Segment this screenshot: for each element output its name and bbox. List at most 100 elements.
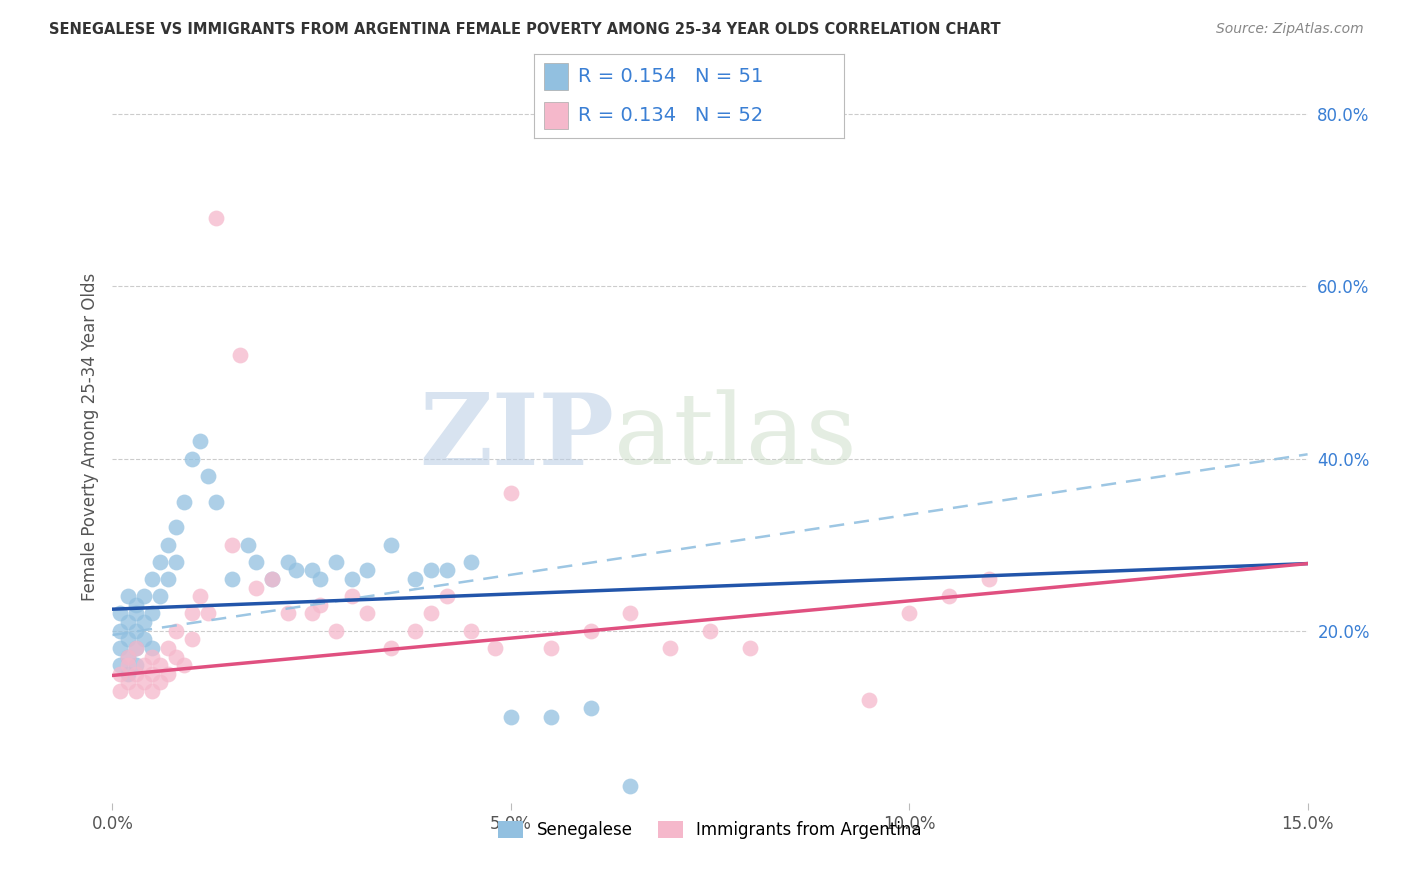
Senegalese	[157, 538, 180, 552]
Senegalese	[125, 598, 148, 612]
Senegalese	[380, 538, 402, 552]
Legend: Senegalese, Immigrants from Argentina: Senegalese, Immigrants from Argentina	[492, 814, 928, 846]
Senegalese	[125, 640, 148, 655]
Senegalese	[499, 710, 522, 724]
Immigrants from Argentina	[659, 640, 682, 655]
Senegalese	[308, 572, 330, 586]
Immigrants from Argentina	[260, 572, 283, 586]
Senegalese	[173, 494, 195, 508]
Senegalese	[141, 640, 163, 655]
Immigrants from Argentina	[977, 572, 1000, 586]
Senegalese	[619, 779, 641, 793]
Immigrants from Argentina	[738, 640, 761, 655]
Senegalese	[301, 564, 323, 578]
Immigrants from Argentina	[141, 684, 163, 698]
Senegalese	[110, 624, 132, 638]
Immigrants from Argentina	[540, 640, 562, 655]
Senegalese	[117, 615, 139, 629]
Immigrants from Argentina	[436, 589, 458, 603]
Senegalese	[134, 589, 156, 603]
Senegalese	[141, 572, 163, 586]
Immigrants from Argentina	[134, 675, 156, 690]
Senegalese	[125, 624, 148, 638]
Immigrants from Argentina	[484, 640, 506, 655]
Immigrants from Argentina	[356, 607, 378, 621]
Senegalese	[181, 451, 204, 466]
Immigrants from Argentina	[460, 624, 482, 638]
Immigrants from Argentina	[149, 658, 172, 673]
Senegalese	[134, 632, 156, 647]
Immigrants from Argentina	[134, 658, 156, 673]
Senegalese	[436, 564, 458, 578]
Senegalese	[404, 572, 426, 586]
Immigrants from Argentina	[380, 640, 402, 655]
Immigrants from Argentina	[420, 607, 443, 621]
Immigrants from Argentina	[277, 607, 299, 621]
Immigrants from Argentina	[125, 640, 148, 655]
Immigrants from Argentina	[125, 666, 148, 681]
Immigrants from Argentina	[117, 658, 139, 673]
Senegalese	[188, 434, 211, 449]
Text: atlas: atlas	[614, 389, 858, 485]
Senegalese	[260, 572, 283, 586]
Immigrants from Argentina	[301, 607, 323, 621]
Senegalese	[340, 572, 363, 586]
Immigrants from Argentina	[579, 624, 602, 638]
Senegalese	[205, 494, 228, 508]
Immigrants from Argentina	[117, 675, 139, 690]
Immigrants from Argentina	[157, 640, 180, 655]
Senegalese	[197, 468, 219, 483]
Senegalese	[149, 589, 172, 603]
Senegalese	[117, 649, 139, 664]
Text: SENEGALESE VS IMMIGRANTS FROM ARGENTINA FEMALE POVERTY AMONG 25-34 YEAR OLDS COR: SENEGALESE VS IMMIGRANTS FROM ARGENTINA …	[49, 22, 1001, 37]
Senegalese	[125, 607, 148, 621]
Senegalese	[221, 572, 243, 586]
Immigrants from Argentina	[141, 666, 163, 681]
Immigrants from Argentina	[699, 624, 721, 638]
Immigrants from Argentina	[858, 692, 880, 706]
Immigrants from Argentina	[117, 649, 139, 664]
Immigrants from Argentina	[188, 589, 211, 603]
Senegalese	[420, 564, 443, 578]
Immigrants from Argentina	[221, 538, 243, 552]
Bar	[544, 102, 568, 129]
Immigrants from Argentina	[173, 658, 195, 673]
Senegalese	[236, 538, 259, 552]
Senegalese	[460, 555, 482, 569]
Immigrants from Argentina	[938, 589, 960, 603]
Immigrants from Argentina	[141, 649, 163, 664]
Senegalese	[110, 607, 132, 621]
Senegalese	[356, 564, 378, 578]
Immigrants from Argentina	[325, 624, 347, 638]
Immigrants from Argentina	[165, 624, 187, 638]
Text: ZIP: ZIP	[419, 389, 614, 485]
Text: Source: ZipAtlas.com: Source: ZipAtlas.com	[1216, 22, 1364, 37]
Immigrants from Argentina	[110, 666, 132, 681]
Immigrants from Argentina	[165, 649, 187, 664]
Senegalese	[117, 632, 139, 647]
Immigrants from Argentina	[340, 589, 363, 603]
Text: R = 0.154   N = 51: R = 0.154 N = 51	[578, 67, 763, 86]
Senegalese	[165, 520, 187, 534]
Senegalese	[579, 701, 602, 715]
Senegalese	[110, 640, 132, 655]
Senegalese	[284, 564, 307, 578]
Immigrants from Argentina	[229, 348, 252, 362]
Senegalese	[141, 607, 163, 621]
Senegalese	[277, 555, 299, 569]
Senegalese	[245, 555, 267, 569]
Immigrants from Argentina	[308, 598, 330, 612]
Senegalese	[117, 666, 139, 681]
Immigrants from Argentina	[197, 607, 219, 621]
Senegalese	[125, 658, 148, 673]
Immigrants from Argentina	[181, 607, 204, 621]
Immigrants from Argentina	[404, 624, 426, 638]
Immigrants from Argentina	[245, 581, 267, 595]
Senegalese	[149, 555, 172, 569]
Senegalese	[165, 555, 187, 569]
Y-axis label: Female Poverty Among 25-34 Year Olds: Female Poverty Among 25-34 Year Olds	[80, 273, 98, 601]
Senegalese	[157, 572, 180, 586]
Senegalese	[540, 710, 562, 724]
Immigrants from Argentina	[149, 675, 172, 690]
Text: R = 0.134   N = 52: R = 0.134 N = 52	[578, 106, 763, 125]
